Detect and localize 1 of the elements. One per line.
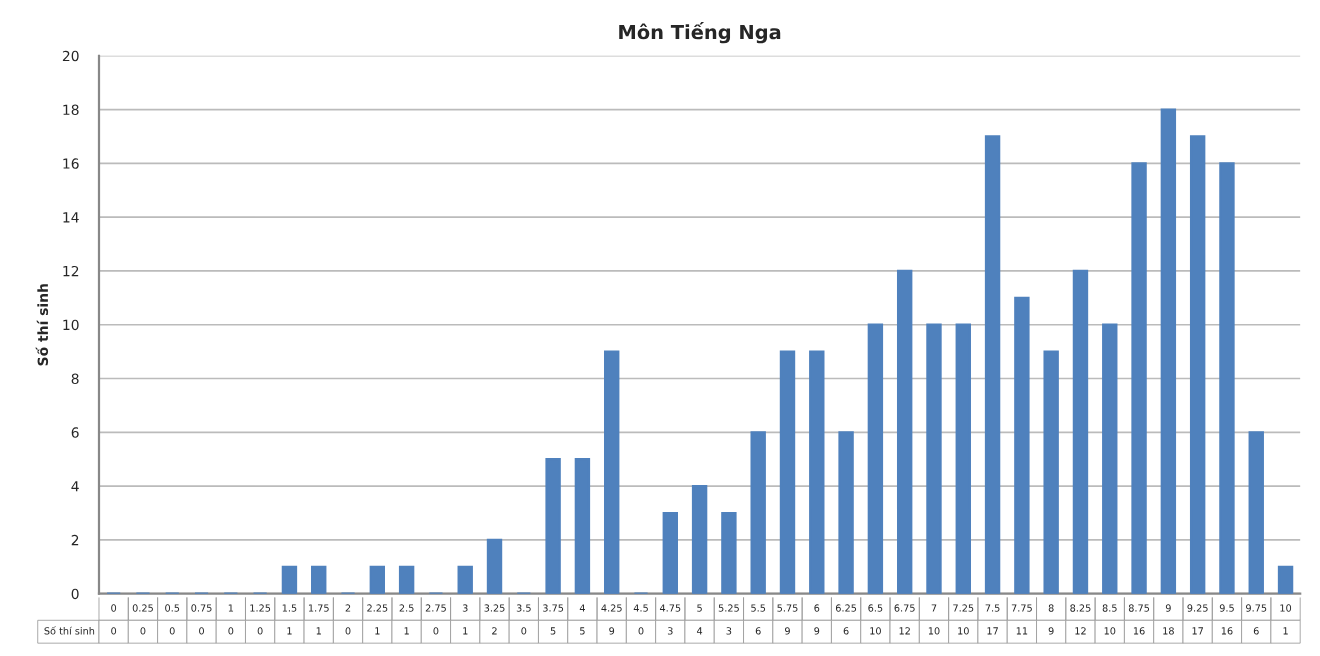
chart-title: Môn Tiếng Nga [619,22,781,44]
